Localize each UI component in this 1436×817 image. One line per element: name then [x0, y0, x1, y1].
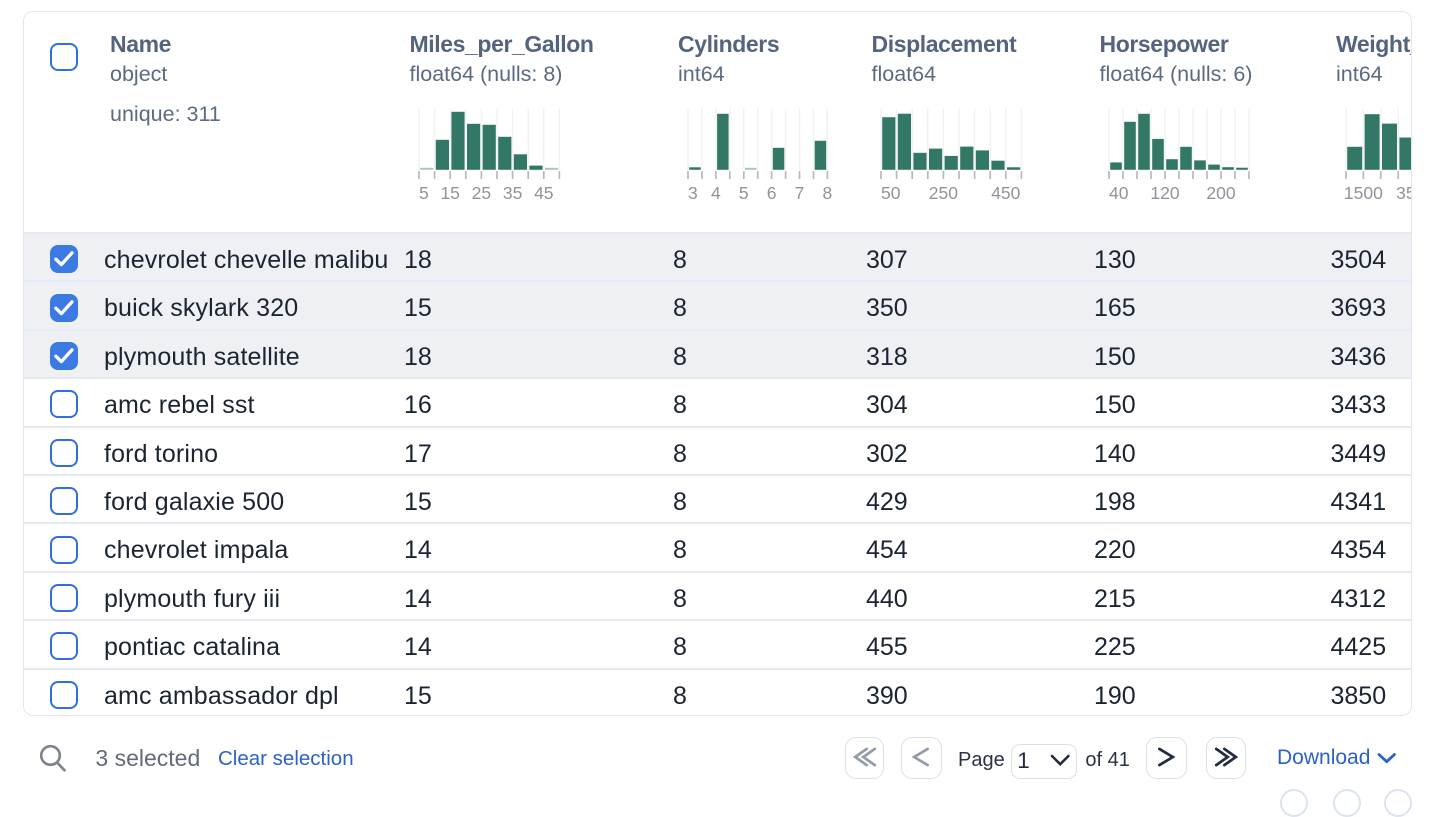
- svg-text:450: 450: [992, 183, 1021, 203]
- svg-text:4: 4: [711, 183, 721, 203]
- svg-text:7: 7: [795, 183, 805, 203]
- svg-text:3500: 3500: [1396, 183, 1412, 203]
- svg-text:40: 40: [1109, 183, 1129, 203]
- svg-text:200: 200: [1207, 183, 1236, 203]
- svg-text:5: 5: [419, 183, 429, 203]
- svg-text:50: 50: [881, 183, 901, 203]
- svg-text:5: 5: [739, 183, 749, 203]
- svg-text:15: 15: [440, 183, 459, 203]
- svg-text:120: 120: [1151, 183, 1180, 203]
- svg-text:8: 8: [822, 183, 832, 203]
- svg-text:25: 25: [471, 183, 490, 203]
- svg-text:1500: 1500: [1344, 183, 1383, 203]
- svg-text:3: 3: [688, 183, 698, 203]
- svg-text:35: 35: [502, 183, 521, 203]
- svg-text:250: 250: [929, 183, 958, 203]
- svg-text:45: 45: [534, 183, 553, 203]
- svg-text:6: 6: [767, 183, 777, 203]
